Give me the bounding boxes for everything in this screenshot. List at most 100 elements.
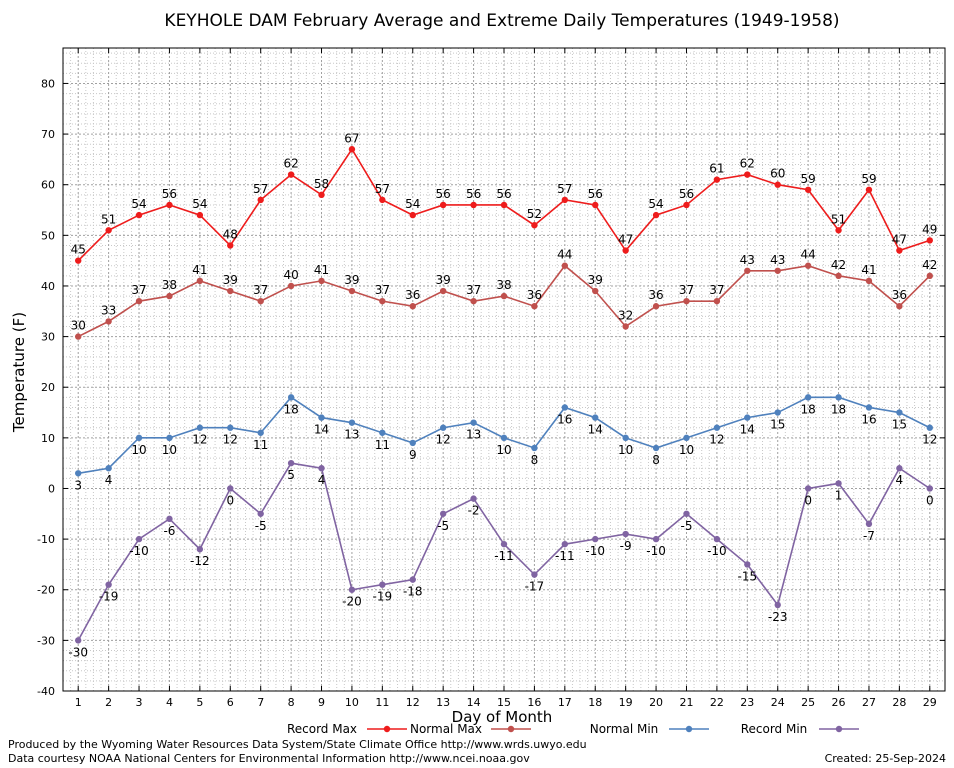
data-label-record-max: 54	[648, 197, 663, 211]
point-normal-min	[774, 409, 781, 416]
point-record-min	[257, 510, 264, 517]
point-normal-min	[135, 434, 143, 442]
data-label-normal-min: 13	[344, 428, 359, 442]
data-label-normal-max: 37	[375, 283, 390, 297]
point-normal-max	[774, 267, 781, 274]
data-label-normal-min: 10	[679, 443, 694, 457]
point-normal-min	[500, 434, 508, 442]
x-tick-label: 23	[740, 696, 754, 709]
data-label-record-max: 56	[496, 187, 511, 201]
point-normal-max	[592, 287, 599, 295]
data-label-normal-min: 13	[466, 428, 481, 442]
data-label-normal-max: 37	[679, 283, 694, 297]
point-normal-max	[166, 292, 173, 300]
data-label-normal-max: 36	[648, 288, 663, 302]
point-record-max	[744, 171, 751, 178]
x-tick-label: 24	[771, 696, 785, 709]
point-normal-max	[835, 272, 842, 280]
data-label-normal-max: 42	[922, 258, 937, 272]
point-record-min	[196, 546, 204, 553]
point-record-max	[865, 186, 873, 193]
grid	[63, 48, 945, 692]
data-label-normal-min: 14	[740, 423, 755, 437]
point-normal-min	[835, 394, 842, 401]
point-normal-min	[531, 444, 538, 452]
data-label-record-max: 52	[527, 207, 542, 221]
point-normal-max	[348, 287, 356, 295]
point-normal-max	[531, 303, 538, 310]
point-record-max	[896, 247, 903, 254]
point-normal-max	[287, 282, 295, 290]
data-label-record-min: 0	[926, 493, 934, 507]
point-normal-min	[744, 414, 751, 421]
point-record-max	[166, 201, 173, 209]
data-label-record-max: 48	[223, 227, 238, 241]
data-label-record-max: 60	[770, 167, 785, 181]
data-label-record-min: -10	[707, 544, 727, 558]
point-record-min	[835, 480, 842, 487]
point-record-min	[105, 581, 112, 588]
point-normal-min	[75, 470, 82, 477]
x-tick-label: 14	[467, 696, 481, 709]
data-label-record-min: -15	[738, 569, 758, 583]
x-tick-label: 9	[318, 696, 325, 709]
point-record-max	[531, 222, 538, 229]
point-normal-max	[683, 297, 690, 305]
y-tick-label: 30	[41, 331, 55, 344]
data-label-normal-max: 38	[496, 278, 511, 292]
x-tick-label: 10	[345, 696, 359, 709]
data-label-record-min: 4	[318, 473, 326, 487]
point-record-max	[196, 211, 204, 219]
legend: Record Max Normal Max Normal Min Record Min	[287, 722, 859, 736]
data-label-record-max: 45	[71, 243, 86, 257]
data-label-record-min: -5	[437, 519, 449, 533]
point-normal-min	[622, 434, 629, 442]
point-normal-min	[896, 409, 903, 416]
data-label-normal-max: 39	[223, 273, 238, 287]
point-record-max	[774, 181, 781, 188]
y-tick-label: 50	[41, 229, 55, 242]
x-tick-label: 18	[588, 696, 602, 709]
point-normal-min	[257, 429, 264, 436]
point-record-max	[409, 211, 416, 219]
point-normal-min	[683, 434, 690, 442]
data-label-normal-max: 37	[709, 283, 724, 297]
data-label-record-max: 59	[800, 172, 815, 186]
data-label-normal-max: 39	[344, 273, 359, 287]
point-record-max	[804, 186, 812, 193]
point-record-max	[561, 196, 569, 204]
x-tick-label: 11	[375, 696, 389, 709]
data-label-normal-max: 37	[466, 283, 481, 297]
point-record-max	[135, 211, 143, 219]
data-label-normal-max: 33	[101, 303, 116, 317]
point-record-min	[622, 530, 629, 538]
data-label-record-min: -2	[468, 504, 480, 518]
point-record-min	[561, 540, 569, 548]
y-tick-label: -10	[37, 533, 55, 546]
point-record-max	[379, 196, 386, 204]
point-normal-max	[227, 287, 234, 295]
point-record-min	[774, 601, 781, 609]
legend-item-normal-max: Normal Max	[410, 722, 531, 736]
point-normal-min	[196, 424, 204, 431]
point-record-max	[652, 211, 660, 219]
point-normal-max	[409, 303, 416, 310]
point-normal-max	[561, 262, 569, 269]
data-label-record-max: 54	[405, 197, 420, 211]
data-label-record-max: 67	[344, 131, 359, 145]
data-label-record-max: 62	[740, 157, 755, 171]
point-record-max	[75, 257, 82, 264]
data-label-normal-max: 39	[436, 273, 451, 287]
data-label-normal-min: 18	[800, 402, 815, 416]
data-label-record-min: -7	[863, 529, 875, 543]
legend-marker-normal-min	[685, 725, 693, 733]
point-record-max	[683, 201, 690, 209]
point-normal-max	[257, 297, 264, 305]
series-lines	[75, 146, 933, 644]
point-normal-max	[135, 297, 143, 305]
footer-data-courtesy: Data courtesy NOAA National Centers for …	[8, 752, 530, 765]
point-record-min	[439, 510, 447, 517]
y-tick-label: 60	[41, 179, 55, 192]
legend-item-record-min: Record Min	[741, 722, 859, 736]
